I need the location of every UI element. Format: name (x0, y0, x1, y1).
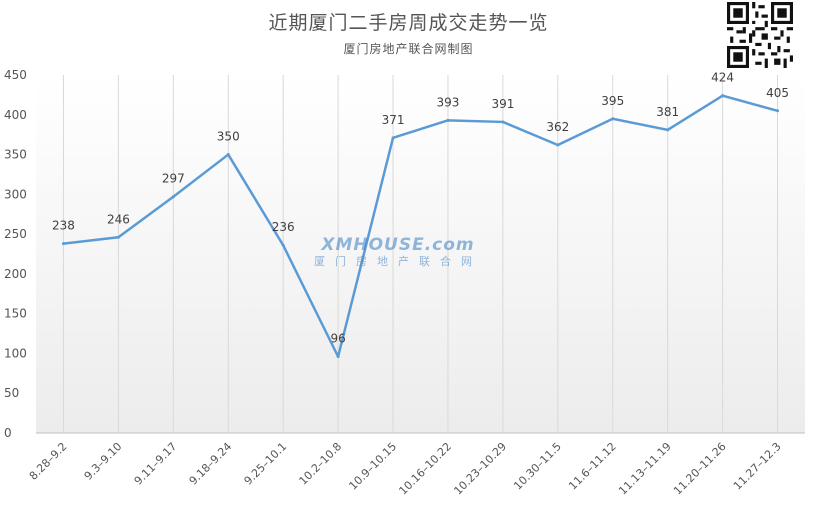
series-line (63, 94, 778, 358)
data-point (666, 128, 670, 132)
y-tick-label: 150 (4, 307, 27, 321)
data-label: 393 (437, 95, 460, 109)
x-tick-label: 11.6–11.12 (566, 440, 619, 493)
data-label: 405 (766, 86, 789, 100)
data-label: 424 (711, 71, 734, 85)
x-tick-label: 11.13–11.19 (616, 440, 674, 498)
data-point (336, 355, 340, 359)
x-tick-label: 8.28–9.2 (27, 440, 70, 483)
x-tick-label: 10.16–10.22 (396, 440, 454, 498)
x-tick-label: 10.23–10.29 (451, 440, 509, 498)
chart-subtitle: 厦门房地产联合网制图 (343, 42, 474, 56)
x-tick-label: 9.25–10.1 (242, 440, 290, 488)
data-label: 395 (601, 94, 624, 108)
watermark: XMHOUSE.com 厦门房地产联合网 (293, 235, 503, 269)
chart-title: 近期厦门二手房周成交走势一览 (268, 12, 549, 34)
watermark-text: 厦门房地产联合网 (314, 255, 482, 268)
x-tick-label: 9.3–9.10 (82, 440, 125, 483)
data-label: 96 (330, 332, 345, 346)
x-tick-label: 11.20–11.26 (671, 440, 729, 498)
data-point (556, 143, 560, 147)
y-tick-label: 350 (4, 148, 27, 162)
x-tick-label: 9.11–9.17 (132, 440, 180, 488)
data-point (776, 109, 780, 113)
y-tick-label: 0 (4, 426, 12, 440)
x-tick-label: 10.2–10.8 (297, 440, 345, 488)
y-tick-label: 100 (4, 346, 27, 360)
data-label: 236 (272, 220, 295, 234)
data-label: 350 (217, 130, 240, 144)
data-label: 371 (382, 113, 405, 127)
data-point (171, 195, 175, 199)
data-point (226, 153, 230, 157)
y-tick-label: 250 (4, 227, 27, 241)
data-point (61, 242, 65, 246)
data-label: 362 (546, 120, 569, 134)
x-tick-label: 11.27–12.3 (731, 440, 784, 493)
x-tick-label: 10.9–10.15 (346, 440, 399, 493)
data-label: 391 (491, 97, 514, 111)
x-tick-label: 9.18–9.24 (187, 440, 235, 488)
data-point (281, 243, 285, 247)
data-point (721, 94, 725, 98)
data-point (611, 117, 615, 121)
data-point (501, 120, 505, 124)
watermark-logo: XMHOUSE.com (321, 235, 475, 255)
x-tick-label: 10.30–11.5 (511, 440, 564, 493)
data-label: 381 (656, 105, 679, 119)
y-tick-label: 200 (4, 267, 27, 281)
plot-area (36, 75, 805, 433)
y-tick-label: 300 (4, 187, 27, 201)
y-tick-label: 450 (4, 68, 27, 82)
qr-code-icon (727, 2, 793, 68)
y-tick-label: 400 (4, 108, 27, 122)
data-point (391, 136, 395, 140)
data-point (446, 118, 450, 122)
y-tick-label: 50 (4, 386, 19, 400)
data-label: 297 (162, 172, 185, 186)
data-point (116, 235, 120, 239)
data-label: 246 (107, 212, 130, 226)
data-label: 238 (52, 219, 75, 233)
